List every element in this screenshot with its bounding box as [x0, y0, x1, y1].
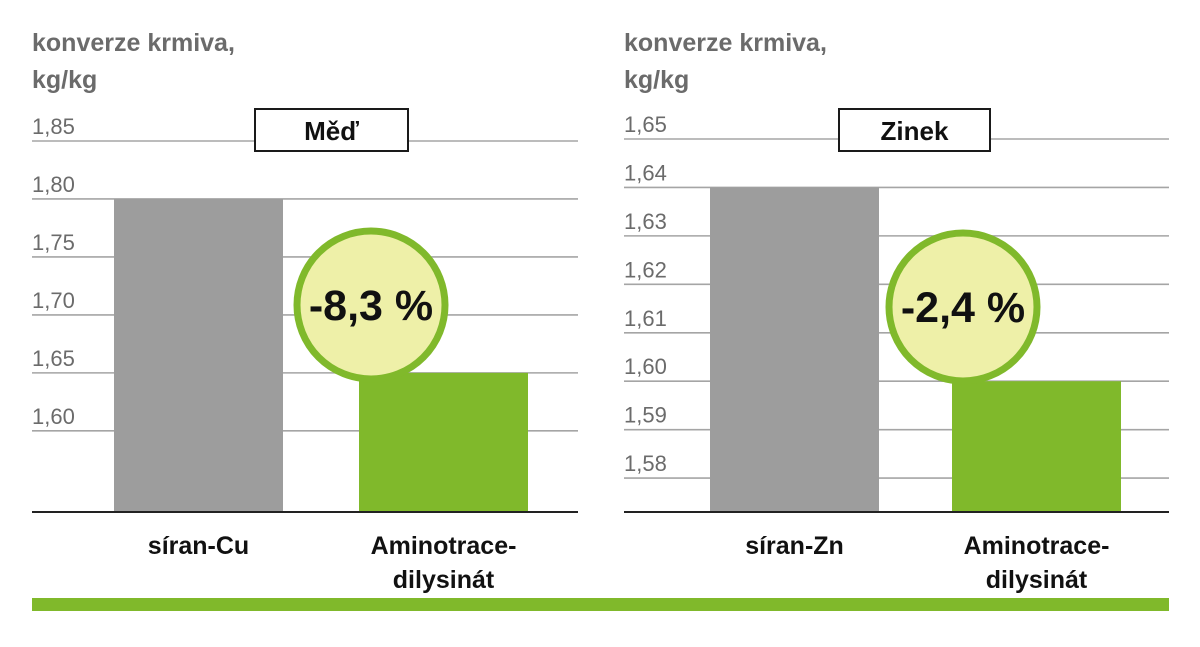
bar: [114, 198, 283, 512]
chart-title: Měď: [304, 116, 359, 146]
x-category-label: Aminotrace-: [964, 532, 1110, 560]
bar: [710, 187, 879, 512]
y-tick-label: 1,62: [624, 257, 667, 282]
y-axis-title-line: konverze krmiva,: [32, 29, 235, 57]
y-tick-label: 1,75: [32, 230, 75, 255]
bar: [359, 372, 528, 512]
y-tick-label: 1,64: [624, 160, 667, 185]
y-axis-title-line: kg/kg: [624, 66, 690, 94]
chart-title: Zinek: [881, 116, 949, 146]
chart-title-box: [254, 108, 409, 152]
chart-title-box: [838, 108, 991, 152]
x-category-label: síran-Cu: [148, 532, 249, 560]
x-category-label: dilysinát: [986, 566, 1088, 594]
y-axis-title-right: konverze krmiva, kg/kg: [624, 25, 827, 99]
y-tick-label: 1,80: [32, 172, 75, 197]
y-tick-label: 1,63: [624, 209, 667, 234]
y-axis-title-left: konverze krmiva, kg/kg: [32, 25, 235, 99]
x-category-label: síran-Zn: [745, 532, 844, 560]
y-tick-label: 1,59: [624, 403, 667, 428]
y-tick-label: 1,65: [32, 346, 75, 371]
percent-change-label: -8,3 %: [309, 282, 433, 330]
percent-change-badge: [293, 227, 449, 383]
x-category-label: dilysinát: [393, 566, 495, 594]
y-axis-title-line: kg/kg: [32, 66, 98, 94]
bottom-accent-bar: [32, 598, 1169, 611]
chart-copper: 1,85 1,80 1,75 1,70 1,65 1,60 síran-Cu Aminotra…: [32, 108, 578, 594]
chart-zinc: 1,65 1,64 1,63 1,62 1,61 1,60 1,59 1,58 síran-Zn…: [624, 108, 1169, 594]
y-tick-label: 1,61: [624, 306, 667, 331]
y-tick-label: 1,70: [32, 288, 75, 313]
y-tick-label: 1,58: [624, 451, 667, 476]
y-axis-title-line: konverze krmiva,: [624, 29, 827, 57]
y-tick-label: 1,60: [624, 354, 667, 379]
y-tick-label: 1,85: [32, 114, 75, 139]
bar: [952, 381, 1121, 512]
percent-change-badge: [885, 229, 1041, 385]
y-tick-label: 1,65: [624, 112, 667, 137]
y-tick-label: 1,60: [32, 404, 75, 429]
x-category-label: Aminotrace-: [371, 532, 517, 560]
percent-change-label: -2,4 %: [901, 284, 1025, 332]
